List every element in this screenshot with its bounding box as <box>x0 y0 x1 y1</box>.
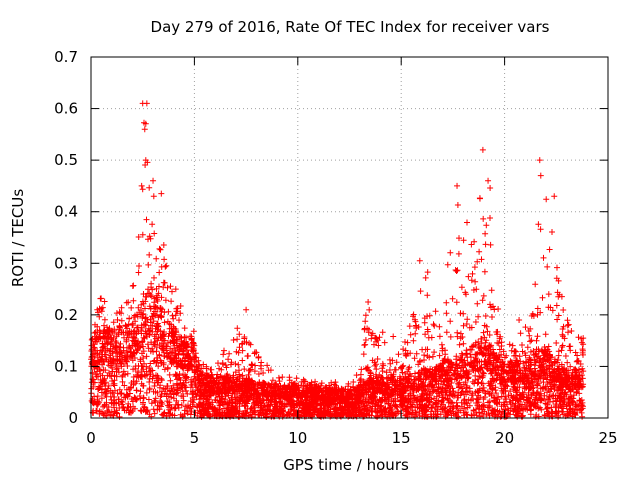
x-tick-label: 25 <box>598 429 617 447</box>
data-point <box>516 317 523 324</box>
x-tick-label: 0 <box>86 429 96 447</box>
y-tick-label: 0.7 <box>54 48 78 66</box>
data-point <box>551 193 558 200</box>
data-point <box>485 177 492 184</box>
data-point <box>172 286 179 293</box>
data-point <box>580 335 587 342</box>
data-points <box>88 100 587 420</box>
axis-ticks <box>90 56 609 419</box>
data-point <box>138 182 145 189</box>
scatter-cloud <box>88 119 587 420</box>
x-tick-label: 5 <box>190 429 200 447</box>
data-point <box>158 190 165 197</box>
data-point <box>416 257 423 264</box>
x-tick-label: 10 <box>288 429 307 447</box>
data-point <box>141 126 148 133</box>
data-point <box>142 157 149 164</box>
data-point <box>365 298 372 305</box>
x-tick-labels: 0 5 10 15 20 25 <box>86 429 617 447</box>
x-tick-label: 15 <box>392 429 411 447</box>
y-tick-label: 0.3 <box>54 254 78 272</box>
data-point <box>143 100 150 107</box>
data-point <box>150 177 157 184</box>
data-point <box>454 182 461 189</box>
y-tick-label: 0.1 <box>54 357 78 375</box>
x-tick-label: 20 <box>495 429 514 447</box>
y-tick-label: 0.6 <box>54 100 78 118</box>
y-tick-label: 0.2 <box>54 306 78 324</box>
y-tick-label: 0.5 <box>54 151 78 169</box>
data-point <box>536 157 543 164</box>
data-point <box>479 146 486 153</box>
data-point <box>537 172 544 179</box>
plot-frame <box>90 56 609 419</box>
data-point <box>243 306 250 313</box>
y-tick-label: 0 <box>68 409 78 427</box>
y-tick-label: 0.4 <box>54 203 78 221</box>
y-tick-labels: 0 0.1 0.2 0.3 0.4 0.5 0.6 0.7 <box>54 48 78 427</box>
chart-title: Day 279 of 2016, Rate Of TEC Index for r… <box>150 18 550 36</box>
x-axis-label: GPS time / hours <box>283 456 409 474</box>
